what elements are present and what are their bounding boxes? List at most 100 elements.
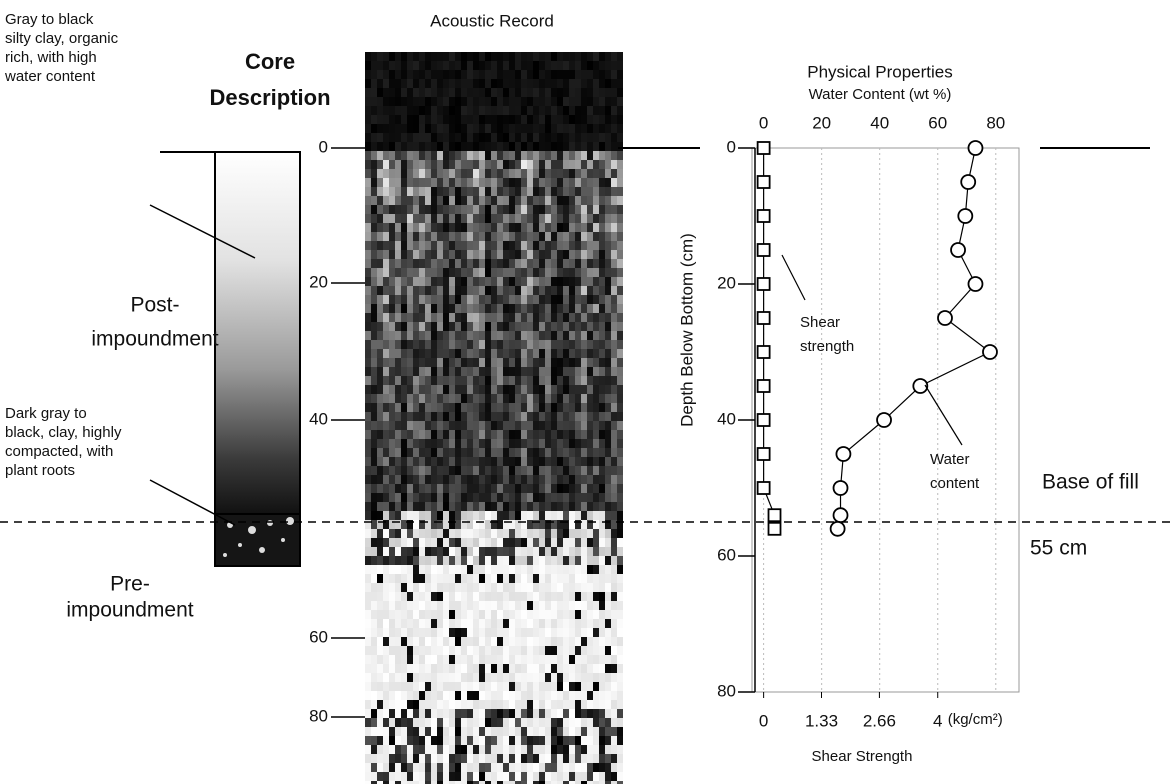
acoustic-pixel [569,178,575,187]
acoustic-pixel [389,196,395,205]
acoustic-pixel [377,61,383,70]
acoustic-pixel [377,700,383,709]
acoustic-pixel [617,88,623,97]
acoustic-pixel [575,763,581,772]
acoustic-pixel [509,736,515,745]
acoustic-pixel [419,295,425,304]
acoustic-pixel [605,124,611,133]
acoustic-pixel [389,304,395,313]
acoustic-pixel [449,646,455,655]
acoustic-pixel [521,205,527,214]
acoustic-pixel [449,268,455,277]
acoustic-pixel [395,484,401,493]
acoustic-pixel [443,376,449,385]
acoustic-pixel [473,637,479,646]
acoustic-pixel [605,88,611,97]
acoustic-pixel [509,295,515,304]
acoustic-pixel [479,565,485,574]
acoustic-pixel [509,646,515,655]
acoustic-pixel [449,259,455,268]
acoustic-pixel [395,466,401,475]
acoustic-pixel [401,385,407,394]
acoustic-pixel [449,574,455,583]
acoustic-pixel [413,547,419,556]
acoustic-pixel [509,142,515,151]
x-tick-label: 20 [812,113,831,132]
acoustic-pixel [509,268,515,277]
acoustic-pixel [545,601,551,610]
acoustic-pixel [563,79,569,88]
acoustic-pixel [413,664,419,673]
acoustic-pixel [419,700,425,709]
acoustic-pixel [509,214,515,223]
acoustic-pixel [575,691,581,700]
acoustic-pixel [575,637,581,646]
acoustic-pixel [575,70,581,79]
acoustic-pixel [593,691,599,700]
acoustic-pixel [509,484,515,493]
acoustic-pixel [419,178,425,187]
acoustic-pixel [557,412,563,421]
acoustic-pixel [539,745,545,754]
acoustic-pixel [551,349,557,358]
acoustic-pixel [473,754,479,763]
acoustic-pixel [521,214,527,223]
acoustic-pixel [605,421,611,430]
acoustic-pixel [581,205,587,214]
acoustic-pixel [557,142,563,151]
acoustic-pixel [533,331,539,340]
acoustic-pixel [419,475,425,484]
acoustic-pixel [539,385,545,394]
acoustic-pixel [455,484,461,493]
acoustic-pixel [377,601,383,610]
acoustic-pixel [545,745,551,754]
acoustic-pixel [605,178,611,187]
acoustic-pixel [521,340,527,349]
acoustic-pixel [587,313,593,322]
acoustic-pixel [587,151,593,160]
acoustic-pixel [557,457,563,466]
acoustic-pixel [539,178,545,187]
acoustic-pixel [509,511,515,520]
acoustic-pixel [551,88,557,97]
acoustic-pixel [569,628,575,637]
acoustic-pixel [377,619,383,628]
acoustic-pixel [617,628,623,637]
acoustic-pixel [581,646,587,655]
acoustic-pixel [527,412,533,421]
acoustic-pixel [545,646,551,655]
acoustic-pixel [383,349,389,358]
acoustic-pixel [581,178,587,187]
acoustic-pixel [389,592,395,601]
acoustic-pixel [365,367,371,376]
acoustic-pixel [587,430,593,439]
acoustic-pixel [611,511,617,520]
acoustic-pixel [479,124,485,133]
acoustic-pixel [557,277,563,286]
acoustic-pixel [521,718,527,727]
acoustic-pixel [521,646,527,655]
acoustic-pixel [521,115,527,124]
acoustic-pixel [455,286,461,295]
acoustic-pixel [605,331,611,340]
acoustic-pixel [455,367,461,376]
acoustic-pixel [377,322,383,331]
acoustic-pixel [431,250,437,259]
acoustic-pixel [371,133,377,142]
acoustic-pixel [509,61,515,70]
acoustic-pixel [425,376,431,385]
acoustic-pixel [389,448,395,457]
acoustic-pixel [395,538,401,547]
acoustic-pixel [425,493,431,502]
acoustic-pixel [545,376,551,385]
acoustic-pixel [395,178,401,187]
acoustic-pixel [599,754,605,763]
acoustic-pixel [377,97,383,106]
acoustic-pixel [551,592,557,601]
acoustic-pixel [587,745,593,754]
acoustic-pixel [395,682,401,691]
acoustic-pixel [365,178,371,187]
acoustic-pixel [365,115,371,124]
acoustic-pixel [605,664,611,673]
acoustic-pixel [533,682,539,691]
